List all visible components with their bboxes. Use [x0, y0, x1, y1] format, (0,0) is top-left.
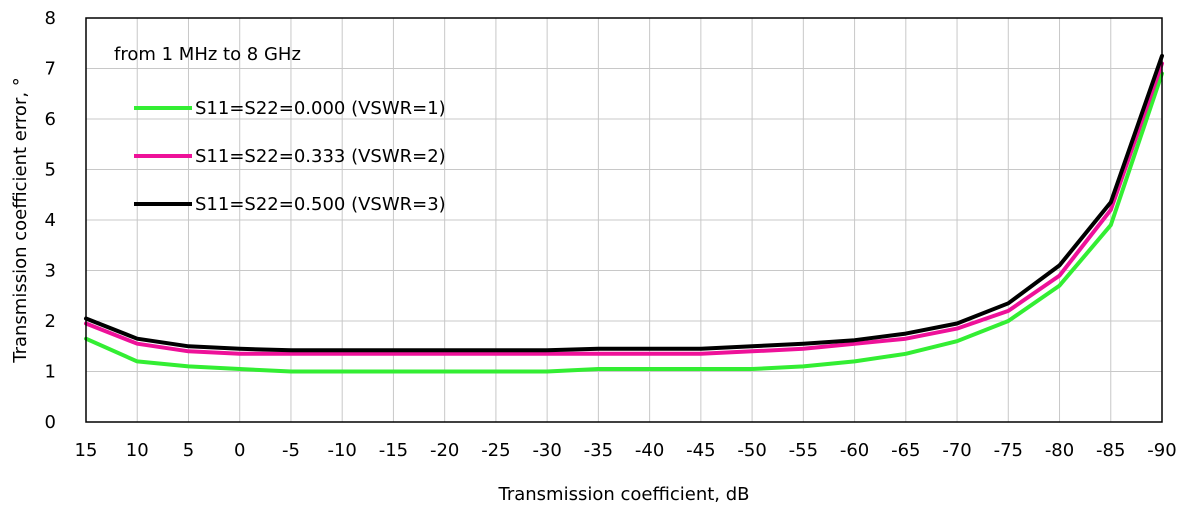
y-tick-label: 6	[45, 109, 56, 130]
series-lines	[84, 53, 1164, 374]
x-tick-label: -15	[379, 440, 408, 461]
x-tick-label: -90	[1147, 440, 1176, 461]
x-tick-label: -60	[840, 440, 869, 461]
x-tick-label: -25	[481, 440, 510, 461]
x-tick-label: -70	[942, 440, 971, 461]
y-tick-label: 0	[45, 412, 56, 433]
y-tick-label: 1	[45, 362, 56, 383]
y-tick-label: 3	[45, 261, 56, 282]
y-tick-label: 8	[45, 8, 56, 29]
x-tick-label: -10	[327, 440, 356, 461]
x-tick-label: 10	[126, 440, 149, 461]
x-tick-label: -30	[532, 440, 561, 461]
y-tick-label: 4	[45, 210, 56, 231]
range-annotation: from 1 MHz to 8 GHz	[114, 44, 301, 65]
x-tick-label: -50	[737, 440, 766, 461]
x-tick-label: 0	[234, 440, 245, 461]
x-tick-label: -35	[584, 440, 613, 461]
y-tick-label: 7	[45, 59, 56, 80]
x-tick-label: -75	[994, 440, 1023, 461]
x-tick-label: -5	[282, 440, 300, 461]
legend-label-2: S11=S22=0.333 (VSWR=2)	[195, 146, 446, 167]
x-tick-label: -40	[635, 440, 664, 461]
y-axis-label: Transmission coefficient error, °	[10, 77, 31, 364]
gridlines	[85, 17, 1163, 423]
x-tick-label: 5	[183, 440, 194, 461]
y-tick-label: 5	[45, 160, 56, 181]
tick-labels: 15 10 5 0 -5 -10 -15 -20 -25 -30 -35 -40 -45 -50 -55 -6…	[45, 8, 1177, 461]
plot-area-frame	[85, 17, 1163, 423]
x-tick-label: -85	[1096, 440, 1125, 461]
y-tick-label: 2	[45, 311, 56, 332]
x-tick-label: -45	[686, 440, 715, 461]
x-tick-label: -55	[789, 440, 818, 461]
legend-label-3: S11=S22=0.500 (VSWR=3)	[195, 194, 446, 215]
x-tick-label: -20	[430, 440, 459, 461]
x-tick-label: -80	[1045, 440, 1074, 461]
x-tick-label: 15	[75, 440, 98, 461]
legend: from 1 MHz to 8 GHz S11=S22=0.000 (VSWR=…	[114, 44, 446, 215]
legend-label-1: S11=S22=0.000 (VSWR=1)	[195, 98, 446, 119]
x-tick-label: -65	[891, 440, 920, 461]
series-line-3	[84, 53, 1164, 353]
series-line-2	[84, 61, 1164, 356]
series-line-1	[84, 71, 1164, 374]
x-axis-label: Transmission coefficient, dB	[497, 484, 749, 505]
